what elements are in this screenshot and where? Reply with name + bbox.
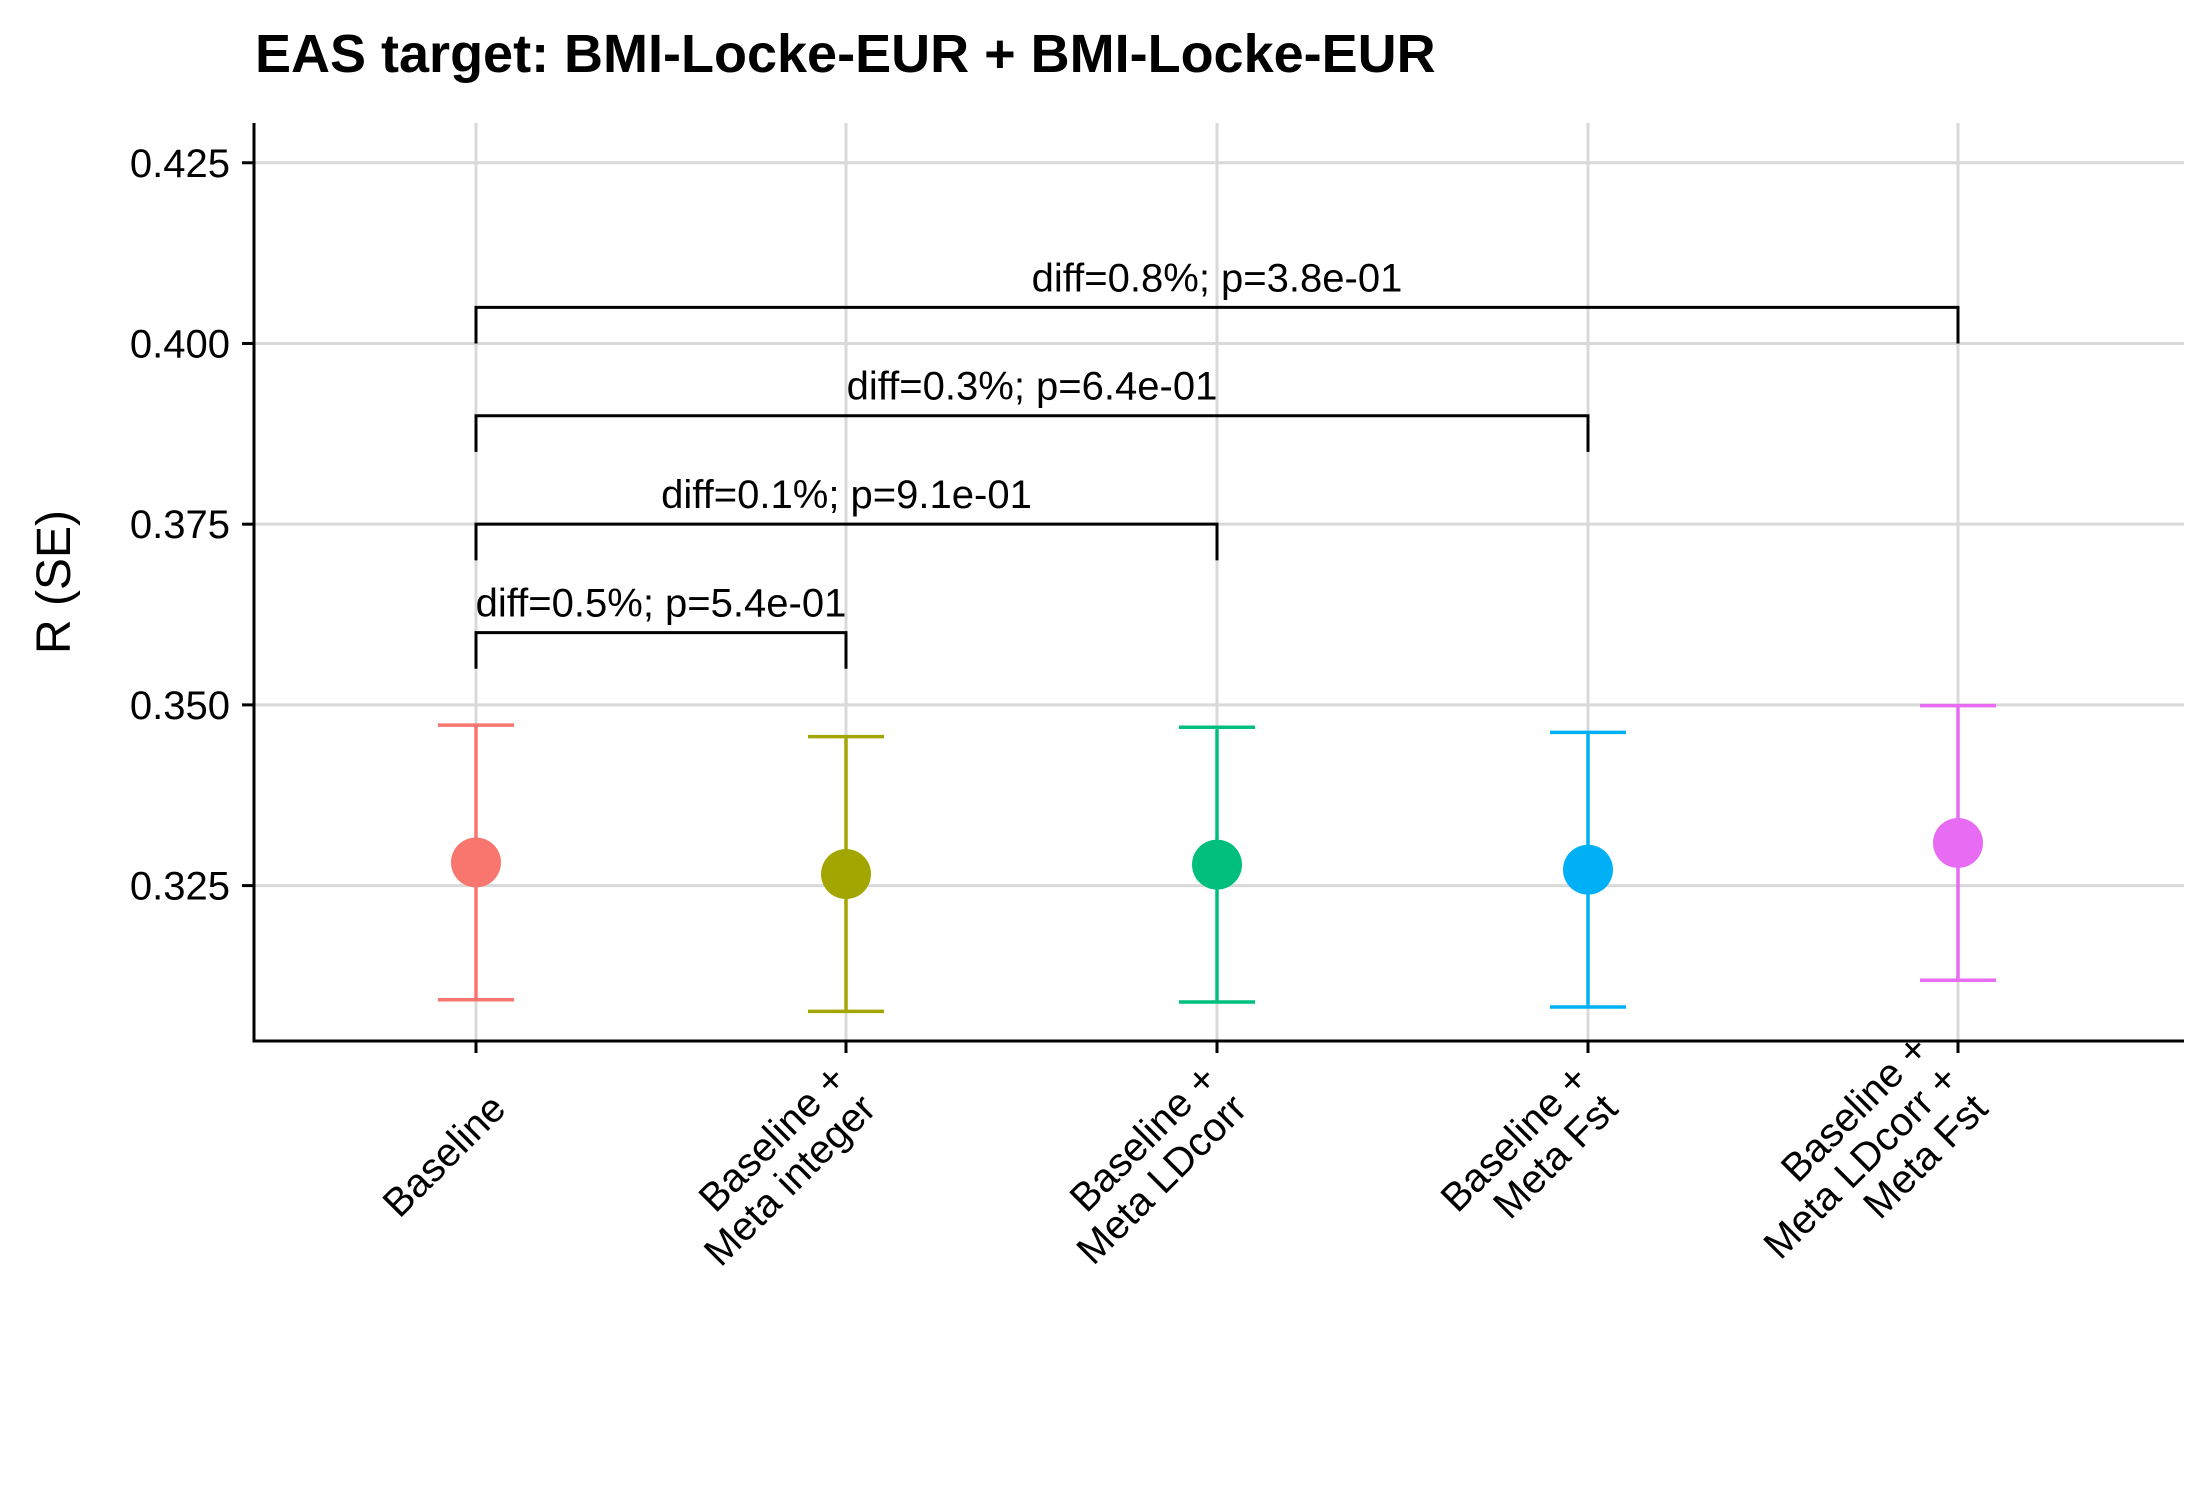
data-point [821,849,871,900]
comparison-brackets: diff=0.5%; p=5.4e-01 diff=0.1%; p=9.1e-01… [474,256,1960,669]
comparison-label: diff=0.3%; p=6.4e-01 [847,365,1218,409]
data-point [451,837,501,888]
data-point [1192,839,1242,890]
comparison-bracket [474,522,1219,561]
y-tick-label: 0.325 [130,865,230,909]
comparison-bracket [474,631,848,669]
comparison-label: diff=0.5%; p=5.4e-01 [476,582,847,626]
y-tick-label: 0.375 [130,503,230,547]
data-points [438,703,1996,1014]
comparison-bracket [474,414,1590,452]
y-tick-label: 0.350 [130,684,230,728]
y-tick-label: 0.400 [130,322,230,366]
comparison-bracket [474,305,1960,344]
data-point [1933,817,1983,868]
comparison-label: diff=0.1%; p=9.1e-01 [661,473,1032,517]
data-point [1563,844,1613,895]
y-tick-label: 0.425 [130,142,230,186]
y-axis-label: R (SE) [28,510,81,654]
comparison-label: diff=0.8%; p=3.8e-01 [1032,256,1403,300]
chart-title: EAS target: BMI-Locke-EUR + BMI-Locke-EU… [255,24,1436,84]
